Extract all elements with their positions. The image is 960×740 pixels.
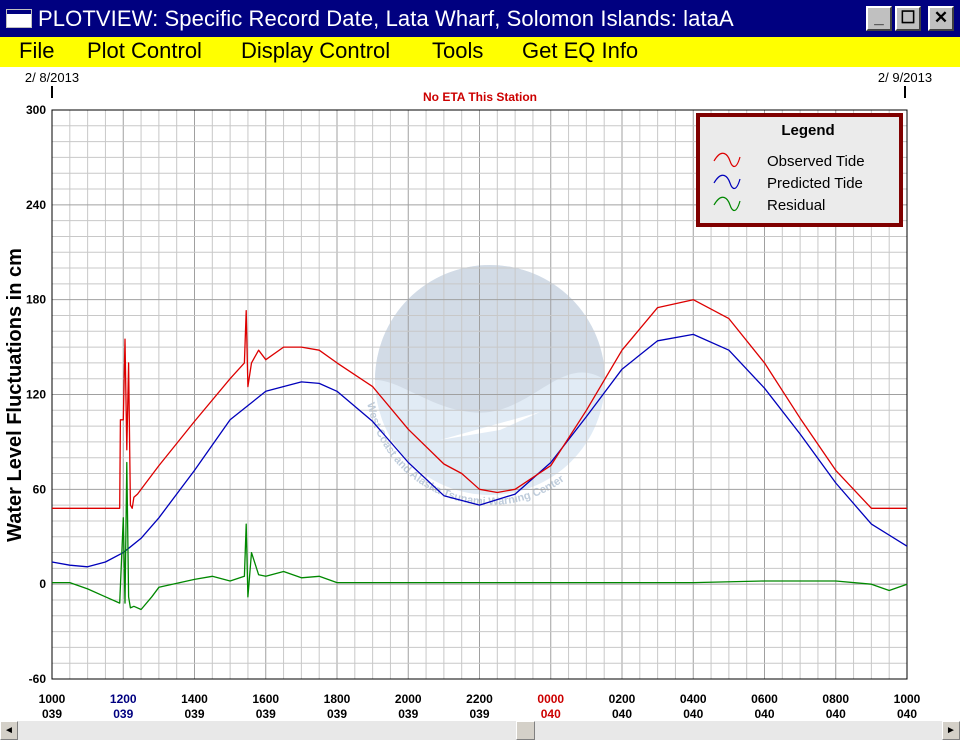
x-tick-day-label: 040 [897, 707, 917, 721]
x-tick-time-label: 1000 [39, 692, 66, 706]
x-tick-time-label: 0200 [609, 692, 636, 706]
y-tick-label: 0 [39, 577, 46, 591]
x-tick-time-label: 1200 [110, 692, 137, 706]
maximize-button[interactable]: ☐ [895, 6, 921, 31]
y-tick-label: 240 [26, 198, 46, 212]
legend[interactable]: Legend Observed Tide Predicted Tide Residu… [696, 113, 903, 227]
x-tick-time-label: 1600 [252, 692, 279, 706]
legend-swatch [713, 174, 741, 190]
x-tick-day-label: 040 [826, 707, 846, 721]
horizontal-scrollbar[interactable]: ◄ ► [0, 721, 960, 740]
y-tick-label: 120 [26, 388, 46, 402]
y-tick-label: 300 [26, 103, 46, 117]
x-tick-time-label: 0000 [537, 692, 564, 706]
start-date-label: 2/ 8/2013 [25, 70, 79, 85]
scroll-thumb[interactable] [516, 721, 535, 740]
legend-title: Legend [781, 122, 834, 139]
legend-swatch [713, 196, 741, 212]
x-tick-time-label: 0800 [822, 692, 849, 706]
menu-tools[interactable]: Tools [432, 38, 484, 63]
date-markers: 2/ 8/2013 2/ 9/2013 [25, 70, 932, 98]
menu-plot-control[interactable]: Plot Control [87, 38, 202, 63]
x-tick-day-label: 039 [256, 707, 276, 721]
x-tick-day-label: 040 [754, 707, 774, 721]
x-tick-day-label: 040 [541, 707, 561, 721]
x-tick-time-label: 1000 [894, 692, 921, 706]
series-line-observed-tide [52, 299, 907, 509]
legend-entry-label: Residual [767, 197, 825, 214]
x-axis-ticks: 1000039120003914000391600039180003920000… [39, 692, 921, 721]
x-tick-time-label: 2000 [395, 692, 422, 706]
menu-bar: File Plot Control Display Control Tools … [0, 37, 960, 67]
legend-box [696, 113, 903, 227]
x-tick-day-label: 039 [113, 707, 133, 721]
x-tick-time-label: 0600 [751, 692, 778, 706]
close-button[interactable]: ✕ [928, 6, 954, 31]
x-tick-time-label: 1800 [324, 692, 351, 706]
series-line-residual [52, 461, 908, 611]
y-tick-label: 180 [26, 293, 46, 307]
x-tick-time-label: 2200 [466, 692, 493, 706]
minimize-button[interactable]: _ [866, 6, 892, 31]
scroll-left-icon[interactable]: ◄ [0, 721, 18, 740]
x-tick-day-label: 039 [469, 707, 489, 721]
eta-note: No ETA This Station [423, 90, 537, 104]
end-date-label: 2/ 9/2013 [878, 70, 932, 85]
menu-file[interactable]: File [19, 38, 55, 63]
legend-swatch [713, 152, 741, 168]
menu-get-eq-info[interactable]: Get EQ Info [522, 38, 639, 63]
x-tick-day-label: 040 [683, 707, 703, 721]
y-tick-label: 60 [33, 482, 47, 496]
series-line-predicted-tide [51, 333, 908, 568]
x-tick-day-label: 040 [612, 707, 632, 721]
menu-display-control[interactable]: Display Control [241, 38, 391, 63]
x-tick-day-label: 039 [398, 707, 418, 721]
title-bar: PLOTVIEW: Specific Record Date, Lata Wha… [0, 0, 960, 37]
x-tick-time-label: 0400 [680, 692, 707, 706]
x-tick-time-label: 1400 [181, 692, 208, 706]
legend-entry-label: Predicted Tide [767, 175, 863, 192]
scroll-right-icon[interactable]: ► [942, 721, 960, 740]
x-tick-day-label: 039 [184, 707, 204, 721]
tide-chart: West Coast and Alaska Tsunami Warning Ce… [4, 70, 932, 721]
plot-frame [51, 109, 908, 680]
series-lines [51, 299, 908, 611]
noaa-watermark-logo: West Coast and Alaska Tsunami Warning Ce… [364, 265, 605, 508]
y-axis-ticks: 300 240 180 120 60 0 -60 [26, 103, 46, 686]
window-title: PLOTVIEW: Specific Record Date, Lata Wha… [38, 6, 734, 31]
app-window-icon[interactable] [6, 9, 32, 28]
legend-entry-label: Observed Tide [767, 153, 865, 170]
x-tick-day-label: 039 [42, 707, 62, 721]
y-tick-label: -60 [29, 672, 47, 686]
y-axis-label: Water Level Fluctuations in cm [4, 248, 26, 542]
x-tick-day-label: 039 [327, 707, 347, 721]
